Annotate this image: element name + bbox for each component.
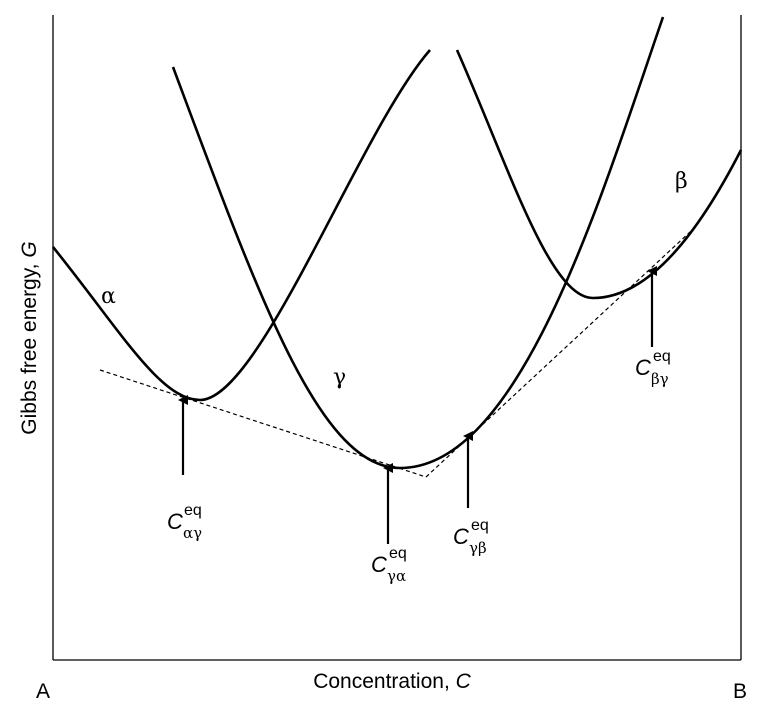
y-axis-label: Gibbs free energy, G: [18, 241, 41, 434]
svg-text:eq: eq: [184, 502, 202, 519]
label-c-alpha-gamma: C eq αγ: [167, 502, 202, 542]
end-label-a: A: [36, 680, 50, 703]
phase-label-alpha: α: [101, 284, 116, 309]
svg-text:C: C: [167, 509, 183, 534]
x-axis-label: Concentration, C: [313, 670, 471, 693]
alpha-curve: [51, 49, 431, 402]
label-c-gamma-alpha: C eq γα: [371, 545, 407, 585]
gamma-curve: [171, 16, 665, 470]
svg-text:βγ: βγ: [651, 370, 669, 388]
beta-curve: [455, 49, 743, 300]
svg-text:C: C: [635, 355, 651, 380]
label-c-beta-gamma: C eq βγ: [635, 348, 671, 388]
svg-text:C: C: [371, 552, 387, 577]
end-label-b: B: [733, 680, 747, 703]
label-c-gamma-beta: C γβ eq γβ: [453, 517, 489, 557]
svg-text:αγ: αγ: [183, 524, 202, 542]
svg-text:eq: eq: [653, 348, 671, 365]
svg-text:γβ: γβ: [469, 539, 487, 557]
phase-label-beta: β: [675, 169, 688, 194]
svg-text:C: C: [453, 524, 469, 549]
svg-text:eq: eq: [389, 545, 407, 562]
tangent-alpha-gamma: [99, 369, 427, 478]
svg-text:eq: eq: [471, 517, 489, 534]
phase-label-gamma: γ: [333, 365, 346, 390]
svg-text:γα: γα: [387, 567, 406, 585]
